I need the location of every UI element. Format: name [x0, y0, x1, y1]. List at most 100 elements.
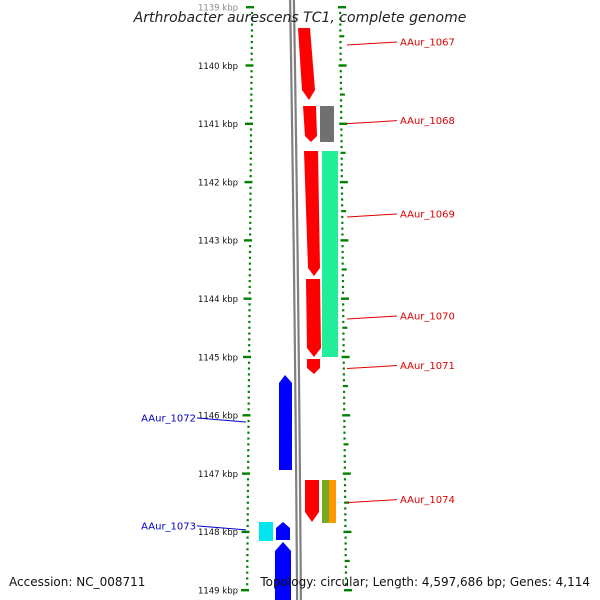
minor-tick-left	[246, 542, 249, 545]
minor-tick-left	[250, 11, 254, 15]
gene-feature-aaur-1069-domain[interactable]	[322, 151, 338, 357]
minor-tick-right	[341, 280, 345, 283]
minor-tick-right	[342, 390, 346, 393]
minor-tick-left	[250, 23, 254, 26]
major-tick-right	[344, 589, 352, 592]
minor-tick-left	[248, 274, 251, 277]
minor-tick-left	[246, 571, 249, 574]
minor-tick-left	[250, 110, 253, 114]
gene-feature-aaur-1072[interactable]	[279, 375, 292, 470]
major-tick-right	[341, 355, 350, 359]
minor-tick-right	[339, 29, 342, 32]
gene-feature-aaur-1070[interactable]	[306, 279, 321, 357]
minor-tick-right	[342, 373, 345, 376]
minor-tick-left	[246, 507, 249, 510]
minor-tick-left	[248, 291, 251, 294]
minor-tick-left	[250, 75, 253, 79]
minor-tick-right	[344, 495, 347, 498]
minor-tick-right	[341, 233, 344, 236]
minor-tick-right	[339, 81, 342, 84]
minor-tick-right	[340, 134, 343, 137]
gene-feature-aaur-1074-domain-olive[interactable]	[322, 480, 329, 523]
minor-tick-left	[249, 227, 252, 230]
gene-feature-aaur-1074[interactable]	[305, 480, 319, 522]
minor-tick-left	[248, 256, 252, 259]
gene-feature-aaur-1074-domain-orange[interactable]	[329, 480, 336, 523]
minor-tick-left	[248, 245, 252, 248]
minor-tick-left	[246, 577, 249, 580]
major-tick-right	[340, 239, 349, 242]
gene-label-leader	[346, 213, 398, 218]
minor-tick-right	[343, 443, 349, 446]
major-tick-left	[244, 239, 252, 242]
minor-tick-right	[339, 87, 343, 90]
minor-tick-right	[342, 361, 345, 364]
minor-tick-left	[246, 536, 249, 539]
minor-tick-right	[343, 408, 346, 411]
gene-label: AAur_1071	[400, 361, 455, 372]
gene-feature-aaur-1067[interactable]	[298, 28, 315, 100]
minor-tick-right	[339, 99, 343, 102]
gene-label: AAur_1073	[141, 521, 196, 532]
gene-feature-aaur-1073[interactable]	[259, 522, 273, 541]
minor-tick-left	[249, 169, 252, 172]
minor-tick-left	[246, 495, 249, 498]
major-tick-left	[245, 122, 253, 125]
minor-tick-left	[247, 466, 250, 469]
gene-feature-aaur-1068-domain[interactable]	[320, 106, 334, 142]
minor-tick-left	[248, 349, 251, 353]
minor-tick-left	[246, 519, 249, 522]
minor-tick-right	[343, 402, 346, 405]
minor-tick-left	[247, 425, 250, 428]
minor-tick-right	[342, 314, 345, 318]
gene-feature-aaur-1073-neighbor[interactable]	[276, 522, 290, 540]
minor-tick-right	[343, 419, 346, 423]
gene-label-leader	[346, 499, 398, 504]
gene-label-leader	[346, 41, 398, 46]
minor-tick-right	[341, 215, 344, 219]
minor-tick-right	[343, 437, 346, 440]
minor-tick-right	[340, 140, 343, 143]
minor-tick-right	[344, 554, 347, 557]
minor-tick-right	[339, 70, 342, 73]
minor-tick-right	[339, 23, 342, 26]
minor-tick-right	[342, 326, 348, 329]
minor-tick-left	[247, 454, 250, 458]
minor-tick-right	[344, 571, 348, 574]
axis-tick-label: 1148 kbp	[198, 528, 238, 538]
gene-labels: AAur_1067 AAur_1068 AAur_1069 AAur_1070 AAur…	[141, 37, 455, 532]
major-tick-left	[243, 297, 252, 300]
minor-tick-left	[250, 52, 253, 55]
minor-tick-left	[250, 105, 253, 108]
minor-tick-left	[250, 99, 253, 102]
axis-tick-label: 1140 kbp	[198, 62, 238, 72]
minor-tick-right	[339, 11, 342, 15]
minor-tick-right	[340, 198, 344, 201]
minor-tick-right	[343, 396, 346, 399]
minor-tick-right	[339, 40, 342, 44]
gene-feature-next-reverse[interactable]	[275, 542, 291, 600]
minor-tick-left	[247, 460, 250, 463]
minor-tick-right	[342, 349, 345, 353]
axis-tick-label: 1146 kbp	[198, 412, 238, 422]
minor-tick-left	[250, 35, 253, 38]
minor-tick-right	[340, 175, 343, 178]
gene-feature-aaur-1069[interactable]	[304, 151, 320, 276]
minor-tick-left	[248, 338, 251, 341]
minor-tick-right	[339, 52, 342, 55]
minor-tick-right	[341, 268, 347, 271]
minor-tick-right	[341, 274, 344, 277]
minor-tick-right	[342, 367, 345, 370]
major-tick-right	[339, 180, 348, 184]
minor-tick-left	[250, 93, 253, 96]
minor-tick-left	[247, 390, 250, 393]
gene-feature-aaur-1071[interactable]	[307, 359, 320, 374]
major-tick-left	[244, 180, 253, 184]
minor-tick-right	[340, 110, 343, 114]
minor-tick-right	[339, 35, 345, 38]
minor-tick-left	[248, 320, 251, 324]
minor-tick-left	[249, 210, 252, 213]
gene-feature-aaur-1068[interactable]	[303, 106, 317, 142]
minor-tick-left	[246, 565, 249, 568]
